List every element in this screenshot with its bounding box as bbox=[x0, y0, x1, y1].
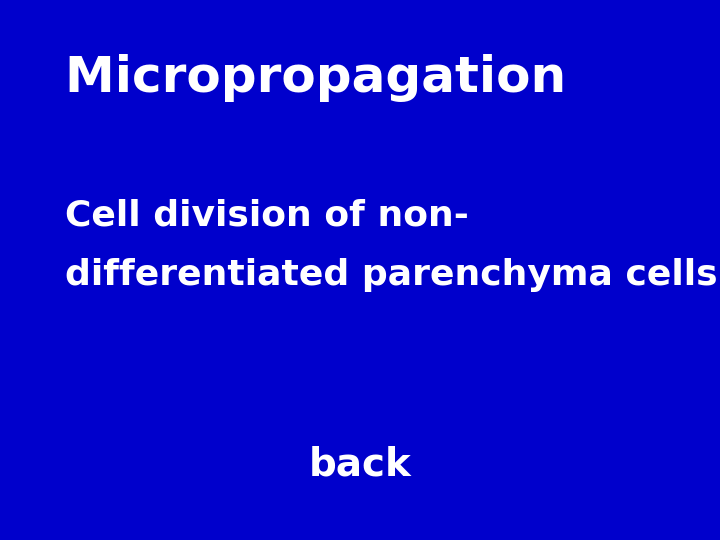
Text: Cell division of non-: Cell division of non- bbox=[65, 199, 469, 233]
Text: differentiated parenchyma cells: differentiated parenchyma cells bbox=[65, 259, 717, 292]
Text: back: back bbox=[309, 446, 411, 483]
Text: Micropropagation: Micropropagation bbox=[65, 55, 583, 102]
